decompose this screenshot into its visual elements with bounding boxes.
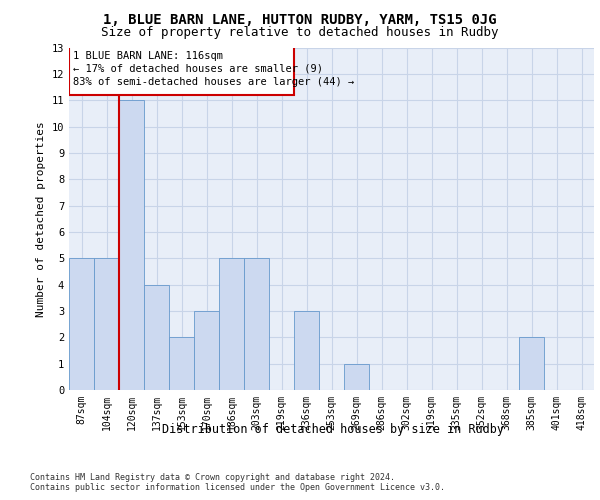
Bar [344, 364, 369, 390]
Bar [169, 338, 194, 390]
Text: Distribution of detached houses by size in Rudby: Distribution of detached houses by size … [162, 422, 504, 436]
Bar [94, 258, 119, 390]
Bar [144, 284, 169, 390]
Text: 1, BLUE BARN LANE, HUTTON RUDBY, YARM, TS15 0JG: 1, BLUE BARN LANE, HUTTON RUDBY, YARM, T… [103, 12, 497, 26]
Text: Contains HM Land Registry data © Crown copyright and database right 2024.
Contai: Contains HM Land Registry data © Crown c… [30, 472, 445, 492]
Bar [519, 338, 544, 390]
Bar [294, 311, 319, 390]
Text: 83% of semi-detached houses are larger (44) →: 83% of semi-detached houses are larger (… [73, 77, 354, 87]
Bar [244, 258, 269, 390]
Text: ← 17% of detached houses are smaller (9): ← 17% of detached houses are smaller (9) [73, 64, 323, 74]
Y-axis label: Number of detached properties: Number of detached properties [36, 121, 46, 316]
Bar [194, 311, 219, 390]
Bar [69, 258, 94, 390]
Bar [69, 46, 294, 95]
Bar [219, 258, 244, 390]
Text: 1 BLUE BARN LANE: 116sqm: 1 BLUE BARN LANE: 116sqm [73, 52, 223, 62]
Text: Size of property relative to detached houses in Rudby: Size of property relative to detached ho… [101, 26, 499, 39]
Bar [119, 100, 144, 390]
